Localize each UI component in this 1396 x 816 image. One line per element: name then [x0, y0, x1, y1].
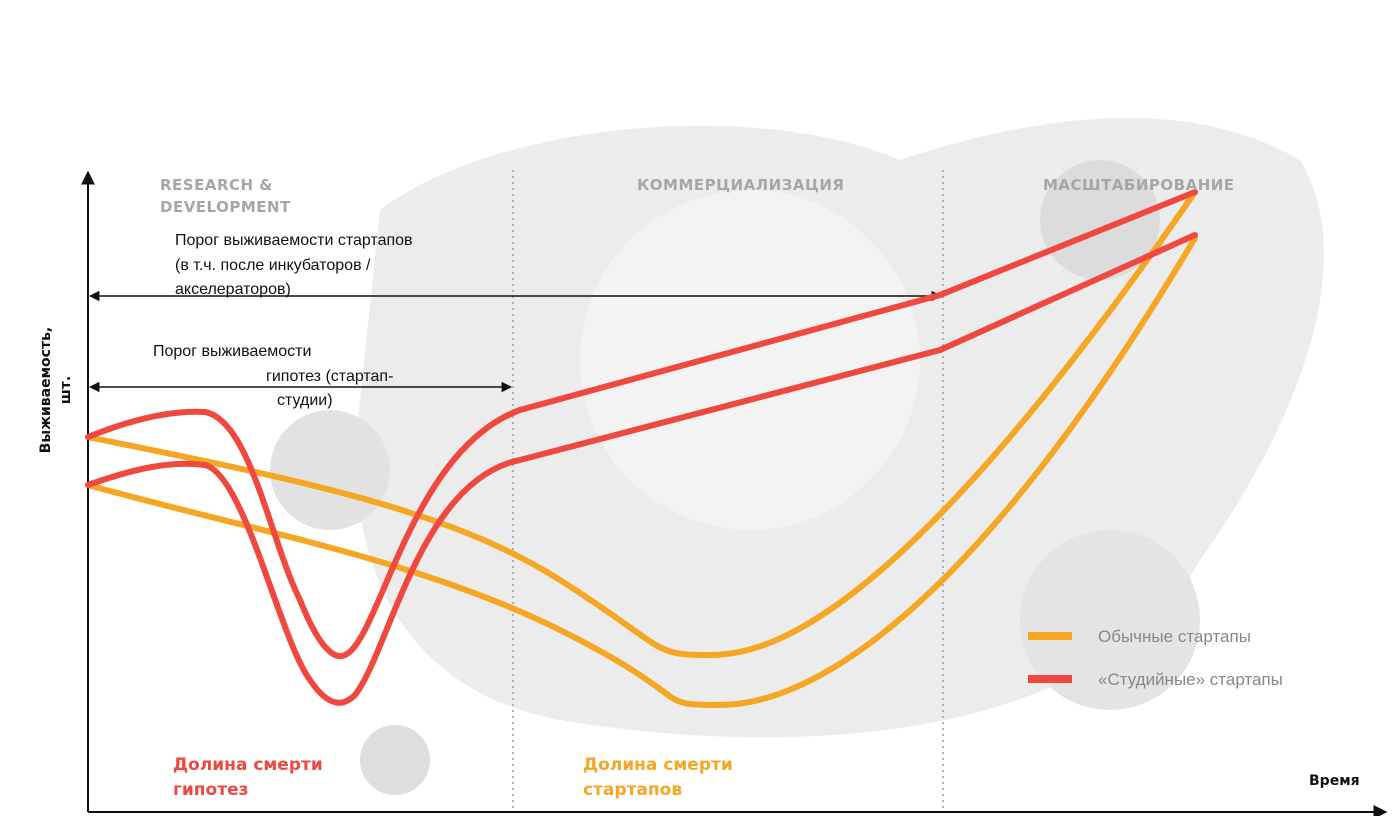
legend-swatch	[1028, 675, 1072, 683]
phase-label: DEVELOPMENT	[160, 198, 291, 216]
threshold-arrows	[88, 290, 943, 393]
legend-label: «Студийные» стартапы	[1098, 670, 1283, 689]
curves	[85, 189, 1198, 709]
valley-label: Долина смерти	[173, 755, 323, 775]
threshold-label: акселераторов)	[175, 281, 291, 298]
axes	[81, 170, 1388, 816]
y-axis-label: Выживаемость, шт.	[38, 327, 74, 454]
valley-label: стартапов	[583, 780, 682, 800]
threshold-label: студии)	[277, 392, 333, 409]
legend-label: Обычные стартапы	[1098, 627, 1251, 646]
background-blobs	[270, 118, 1324, 795]
valley-label: гипотез	[173, 780, 248, 800]
x-axis-label: Время	[1309, 773, 1360, 789]
threshold-label: (в т.ч. после инкубаторов /	[175, 257, 371, 274]
phase-label: КОММЕРЦИАЛИЗАЦИЯ	[637, 176, 844, 194]
phase-label: МАСШТАБИРОВАНИЕ	[1043, 176, 1235, 194]
y-axis-label-line: шт.	[58, 376, 74, 404]
legend-swatch	[1028, 632, 1072, 640]
y-axis-label-line: Выживаемость,	[38, 327, 54, 454]
threshold-label: гипотез (стартап-	[266, 368, 393, 385]
threshold-label: Порог выживаемости	[153, 343, 311, 360]
valley-label: Долина смерти	[583, 755, 733, 775]
threshold-label: Порог выживаемости стартапов	[175, 232, 413, 249]
phase-dividers	[512, 170, 944, 812]
phase-label: RESEARCH &	[160, 176, 273, 194]
